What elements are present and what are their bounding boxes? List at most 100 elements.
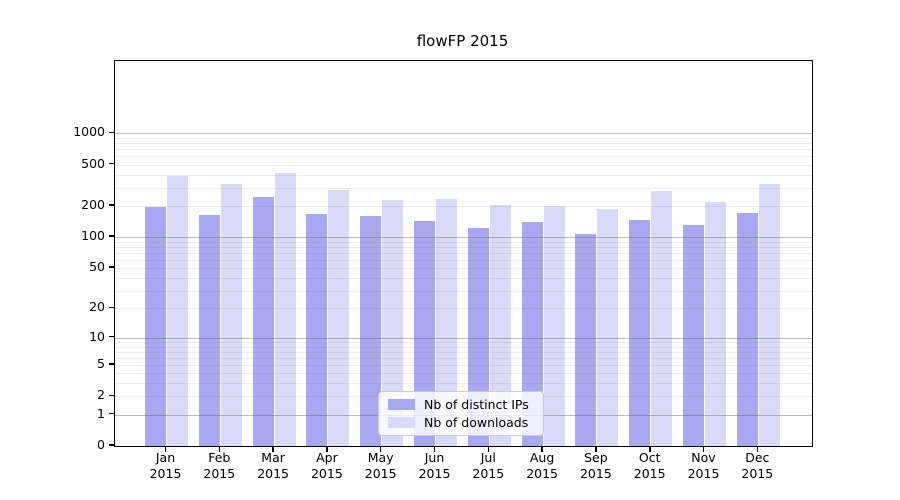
x-tick-year-label: 2015: [741, 466, 774, 481]
y-tick-label-1: 1: [97, 405, 105, 421]
bar-distinct-ips-jan: [145, 207, 166, 446]
x-tick-nov: [702, 447, 705, 452]
x-tick-year-label: 2015: [579, 466, 612, 481]
legend-row-distinct-ips: Nb of distinct IPs: [379, 396, 543, 412]
gridline-major-10: [115, 337, 812, 339]
gridline-minor-60: [115, 259, 812, 261]
y-tick-1: [109, 412, 114, 415]
y-tick-500: [109, 162, 114, 165]
bar-downloads-jul: [489, 204, 511, 446]
x-tick-apr: [326, 447, 328, 452]
x-tick-label-oct: Oct 2015: [623, 450, 677, 482]
y-tick-label-1000: 1000: [73, 124, 105, 140]
gridline-minor-20: [115, 308, 812, 310]
x-tick-may: [379, 447, 382, 452]
y-tick-2: [109, 394, 114, 396]
x-tick-label-feb: Feb 2015: [192, 450, 246, 482]
bar-downloads-dec: [758, 183, 780, 446]
gridline-minor-30: [115, 290, 812, 292]
y-tick-label-0: 0: [97, 437, 105, 452]
y-tick-1000: [109, 131, 114, 134]
x-tick-label-mar: Mar 2015: [246, 450, 300, 482]
bar-distinct-ips-nov: [683, 225, 704, 446]
x-tick-oct: [649, 447, 651, 452]
x-tick-label-jan: Jan 2015: [139, 450, 193, 482]
x-tick-year-label: 2015: [310, 466, 343, 481]
x-tick-year-label: 2015: [633, 466, 666, 481]
bar-downloads-apr: [328, 190, 350, 446]
gridline-minor-3: [115, 383, 812, 385]
bar-distinct-ips-sep: [575, 233, 597, 446]
bar-downloads-mar: [274, 172, 296, 446]
gridline-minor-700: [115, 149, 812, 151]
y-tick-label-2: 2: [97, 387, 105, 403]
x-tick-mar: [272, 447, 274, 452]
bar-distinct-ips-may: [360, 216, 382, 446]
gridline-minor-90: [115, 241, 812, 243]
x-tick-label-sep: Sep 2015: [569, 450, 623, 482]
bar-downloads-nov: [705, 201, 726, 446]
x-tick-feb: [218, 447, 221, 452]
y-tick-10: [109, 335, 114, 338]
bar-distinct-ips-jun: [414, 221, 435, 446]
legend: Nb of distinct IPs Nb of downloads: [378, 391, 544, 436]
gridline-minor-800: [115, 143, 812, 145]
bar-downloads-aug: [543, 206, 565, 446]
x-tick-year-label: 2015: [687, 466, 720, 481]
y-tick-label-200: 200: [81, 197, 105, 212]
x-tick-year-label: 2015: [526, 466, 558, 481]
legend-swatch-downloads: [388, 417, 415, 428]
x-tick-label-nov: Nov 2015: [677, 450, 731, 482]
x-tick-year-label: 2015: [472, 466, 505, 481]
x-tick-jul: [487, 447, 489, 452]
y-tick-200: [109, 204, 114, 206]
gridline-minor-50: [115, 268, 812, 269]
x-tick-label-dec: Dec 2015: [730, 450, 784, 482]
bar-downloads-may: [382, 200, 404, 446]
gridline-minor-9: [115, 341, 812, 343]
gridline-minor-300: [115, 187, 812, 189]
gridline-minor-600: [115, 156, 812, 158]
gridline-minor-7: [115, 351, 812, 353]
gridline-minor-8: [115, 346, 812, 348]
bar-distinct-ips-apr: [306, 214, 328, 446]
legend-swatch-distinct-ips: [388, 399, 415, 410]
gridline-minor-900: [115, 138, 812, 140]
gridline-major-100: [115, 237, 812, 239]
gridline-minor-40: [115, 277, 812, 279]
y-tick-label-50: 50: [89, 259, 105, 274]
gridline-major-1000: [115, 133, 812, 135]
legend-label-distinct-ips: Nb of distinct IPs: [424, 396, 529, 412]
y-tick-100: [109, 235, 114, 237]
gridline-minor-200: [115, 206, 812, 207]
x-tick-year-label: 2015: [418, 466, 451, 481]
y-tick-0: [109, 444, 114, 446]
x-tick-year-label: 2015: [203, 466, 236, 481]
y-tick-20: [109, 306, 114, 308]
y-tick-5: [109, 363, 114, 365]
x-tick-label-apr: Apr 2015: [300, 450, 354, 482]
x-tick-label-jun: Jun 2015: [408, 450, 462, 482]
x-tick-year-label: 2015: [364, 466, 397, 481]
bar-distinct-ips-mar: [252, 196, 274, 446]
x-tick-jun: [433, 447, 436, 452]
bar-downloads-jun: [436, 199, 457, 446]
x-tick-year-label: 2015: [149, 466, 182, 481]
gridline-minor-5: [115, 364, 812, 366]
x-tick-label-aug: Aug 2015: [515, 450, 569, 482]
bar-distinct-ips-dec: [736, 213, 758, 446]
x-tick-label-jul: Jul 2015: [461, 450, 515, 482]
x-tick-sep: [595, 447, 597, 452]
gridline-minor-500: [115, 164, 812, 166]
x-tick-jan: [164, 447, 167, 452]
y-tick-label-10: 10: [89, 328, 105, 344]
x-tick-aug: [541, 447, 543, 452]
bar-distinct-ips-aug: [521, 222, 543, 446]
x-tick-label-may: May 2015: [354, 450, 408, 482]
bar-downloads-jan: [167, 176, 188, 446]
bar-downloads-sep: [597, 208, 619, 446]
gridline-minor-400: [115, 174, 812, 176]
gridline-minor-4: [115, 373, 812, 375]
gridline-minor-70: [115, 253, 812, 255]
